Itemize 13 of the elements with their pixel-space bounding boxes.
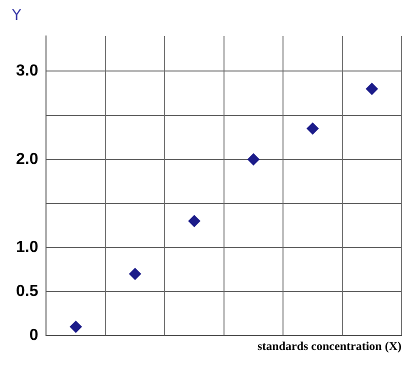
point xyxy=(70,320,82,333)
point xyxy=(306,122,319,135)
y-axis-title: Y xyxy=(12,6,22,24)
point xyxy=(366,82,378,95)
y-tick-label: 0 xyxy=(29,327,38,344)
point xyxy=(129,268,142,280)
y-tick-label: 3.0 xyxy=(16,62,38,80)
y-tick-label: 2.0 xyxy=(16,150,38,168)
point xyxy=(247,153,260,166)
y-tick-label: 1.0 xyxy=(16,238,38,256)
point xyxy=(188,215,200,228)
y-tick-label: 0.5 xyxy=(16,282,38,300)
x-axis-title: standards concentration (X) xyxy=(258,338,402,353)
